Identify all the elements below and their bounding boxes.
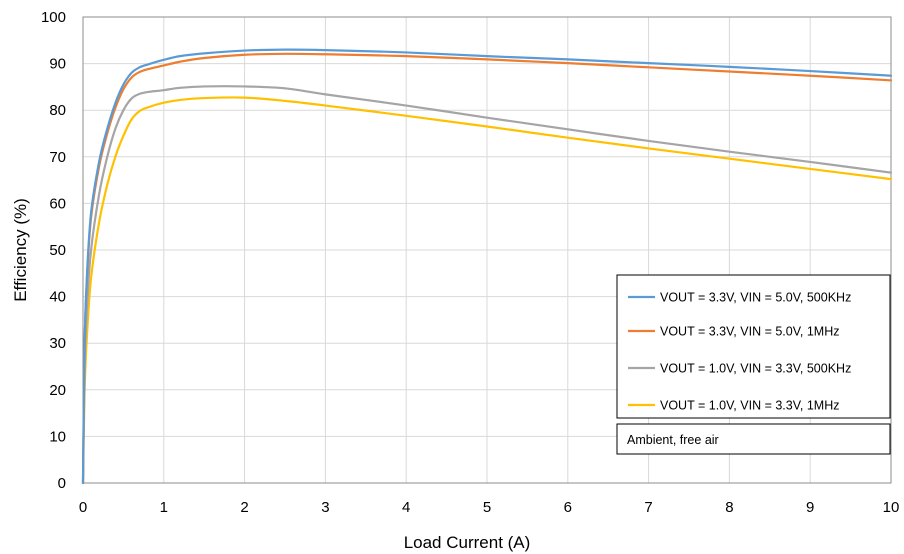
x-tick-label: 9	[806, 499, 814, 516]
y-axis-title: Efficiency (%)	[11, 198, 30, 302]
note-box: Ambient, free air	[616, 423, 891, 455]
series-line-4	[81, 96, 893, 485]
y-tick-label: 70	[49, 149, 66, 166]
y-tick-label: 60	[49, 195, 66, 212]
x-tick-label: 5	[483, 499, 491, 516]
legend-box	[616, 274, 891, 419]
legend-label-4: VOUT = 1.0V, VIN = 3.3V, 1MHz	[660, 399, 840, 413]
x-tick-label: 4	[402, 499, 410, 516]
y-tick-label: 10	[49, 428, 66, 445]
x-tick-label: 1	[160, 499, 168, 516]
legend: VOUT = 3.3V, VIN = 5.0V, 500KHz VOUT = 3.…	[616, 274, 891, 419]
y-tick-label: 20	[49, 382, 66, 399]
y-tick-label: 100	[41, 9, 66, 26]
x-tick-label: 2	[240, 499, 248, 516]
y-tick-label: 80	[49, 102, 66, 119]
x-tick-label: 8	[725, 499, 733, 516]
x-tick-label: 6	[564, 499, 572, 516]
plot-area-frame	[82, 16, 892, 484]
x-tick-label: 7	[644, 499, 652, 516]
legend-label-3: VOUT = 1.0V, VIN = 3.3V, 500KHz	[660, 362, 851, 376]
y-tick-label: 30	[49, 335, 66, 352]
x-tick-label: 3	[321, 499, 329, 516]
y-tick-label: 90	[49, 56, 66, 73]
note-box-frame	[616, 423, 891, 455]
legend-label-2: VOUT = 3.3V, VIN = 5.0V, 1MHz	[660, 325, 840, 339]
x-axis-title: Load Current (A)	[404, 533, 531, 552]
series-line-3	[81, 85, 893, 485]
y-tick-label: 40	[49, 289, 66, 306]
series-line-1	[81, 48, 893, 485]
y-tick-label: 0	[58, 475, 66, 492]
axis-tick-labels: 0 10 20 30 40 50 60 70 80 90 100 0 1 2 3 4 5 6 7 8 9 10	[41, 9, 899, 516]
note-text: Ambient, free air	[627, 433, 719, 447]
y-tick-label: 50	[49, 242, 66, 259]
x-tick-label: 10	[883, 499, 900, 516]
x-tick-label: 0	[79, 499, 87, 516]
legend-label-1: VOUT = 3.3V, VIN = 5.0V, 500KHz	[660, 291, 851, 305]
series-lines	[81, 48, 893, 485]
